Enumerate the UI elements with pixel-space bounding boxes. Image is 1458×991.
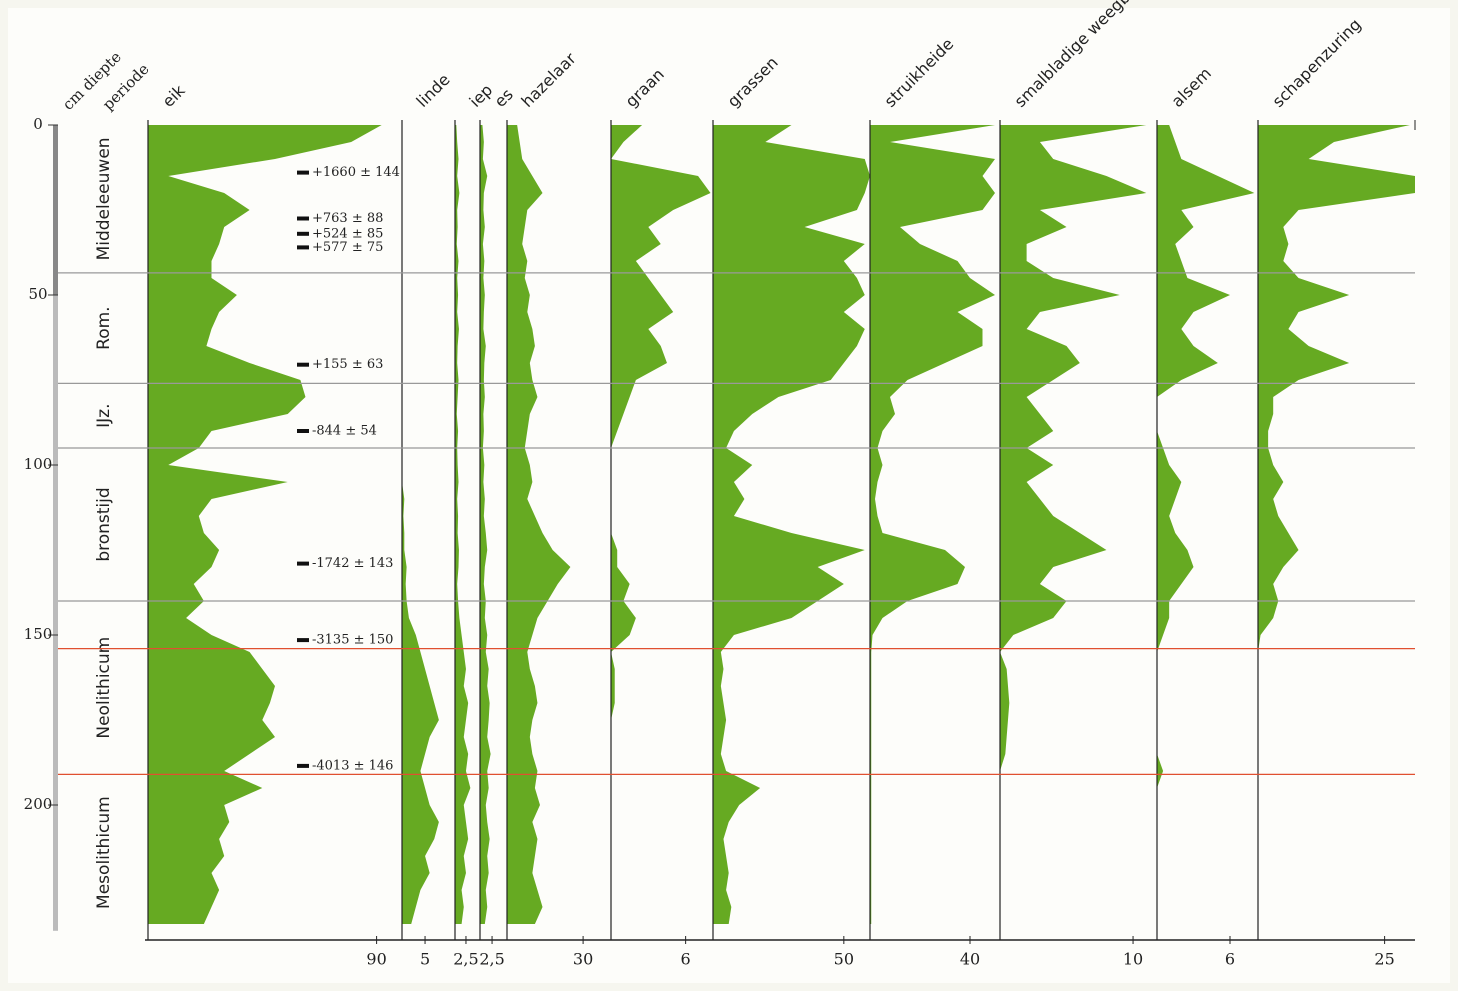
date-label: +1660 ± 144	[312, 165, 400, 180]
date-label: +155 ± 63	[312, 357, 383, 372]
y-tick-label: 50	[28, 285, 47, 303]
date-marker	[297, 245, 309, 250]
x-tick-label: 2,5	[453, 950, 478, 969]
pollen-area	[1258, 125, 1415, 924]
date-marker	[297, 170, 309, 175]
y-tick-label: 200	[24, 795, 53, 813]
x-tick-label: 90	[366, 950, 386, 969]
x-tick-label: 10	[1123, 950, 1143, 969]
x-tick-label: 40	[960, 950, 980, 969]
pollen-area	[480, 125, 491, 924]
date-label: -844 ± 54	[312, 424, 377, 439]
pollen-area	[148, 125, 382, 924]
pollen-area	[402, 125, 439, 924]
pollen-area	[870, 125, 995, 924]
date-label: -1742 ± 143	[312, 556, 393, 571]
x-tick-label: 6	[681, 950, 691, 969]
y-tick-label: 100	[24, 455, 53, 473]
depth-bar	[53, 125, 58, 931]
pollen-area	[507, 125, 571, 924]
x-tick-label: 50	[834, 950, 854, 969]
period-label: IJz.	[94, 404, 114, 428]
x-tick-label: 6	[1225, 950, 1235, 969]
date-marker	[297, 216, 309, 221]
period-label: bronstijd	[94, 487, 114, 561]
date-label: +763 ± 88	[312, 211, 383, 226]
pollen-area	[713, 125, 870, 924]
date-label: +524 ± 85	[312, 226, 383, 241]
pollen-area	[455, 125, 471, 924]
date-marker	[297, 231, 309, 236]
period-label: Rom.	[94, 306, 114, 349]
date-marker	[297, 362, 309, 367]
depth-bar-top	[53, 125, 58, 295]
period-label: Neolithicum	[94, 637, 114, 739]
period-label: Middeleeuwen	[94, 137, 114, 260]
date-marker	[297, 763, 309, 768]
y-tick-label: 0	[33, 115, 43, 133]
date-label: -4013 ± 146	[312, 758, 393, 773]
x-tick-label: 2,5	[479, 950, 504, 969]
pollen-area	[1157, 125, 1255, 924]
period-label: Mesolithicum	[94, 796, 114, 909]
x-tick-label: 30	[573, 950, 593, 969]
x-tick-label: 25	[1374, 950, 1394, 969]
date-marker	[297, 638, 309, 643]
x-tick-label: 5	[420, 950, 430, 969]
date-marker	[297, 429, 309, 433]
date-marker	[297, 561, 309, 566]
y-tick-label: 150	[24, 625, 53, 643]
date-label: -3135 ± 150	[312, 633, 393, 648]
pollen-area	[611, 125, 711, 924]
pollen-area	[1000, 125, 1147, 924]
date-label: +577 ± 75	[312, 240, 383, 255]
